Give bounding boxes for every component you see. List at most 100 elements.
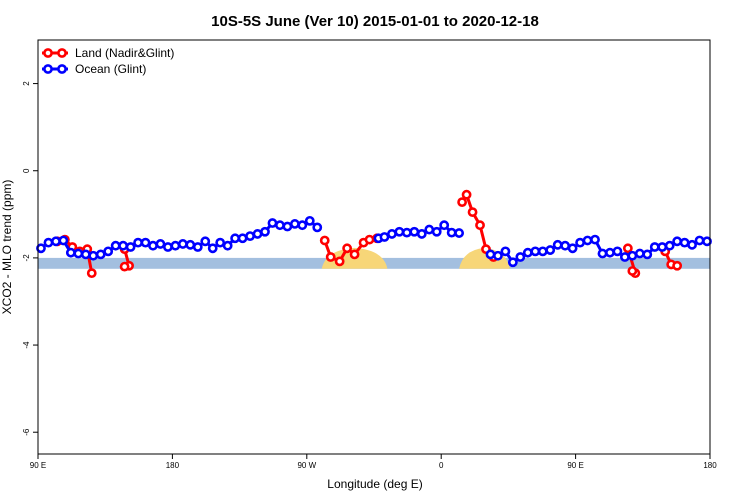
data-point — [416, 229, 427, 239]
data-point — [222, 240, 233, 251]
data-point — [672, 236, 683, 247]
y-axis-label: XCO2 - MLO trend (ppm) — [0, 180, 14, 315]
data-point — [446, 227, 457, 238]
y-tick-label: -4 — [22, 341, 31, 349]
data-point — [379, 232, 390, 242]
y-tick-label: -6 — [22, 428, 31, 436]
x-axis-label: Longitude (deg E) — [327, 477, 422, 491]
data-point — [424, 224, 435, 235]
x-axis: 90 E 180 90 W 0 90 E 180 — [30, 454, 717, 470]
x-tick-label: 90 W — [297, 461, 316, 470]
data-point — [642, 249, 653, 260]
data-point — [65, 247, 76, 258]
data-point — [289, 219, 300, 229]
data-point — [80, 249, 91, 260]
data-point — [230, 233, 241, 244]
data-point — [552, 239, 563, 250]
data-point — [475, 220, 485, 231]
data-point — [619, 252, 630, 262]
data-point — [349, 249, 360, 260]
data-point — [118, 240, 129, 251]
data-point — [140, 237, 151, 248]
data-point — [207, 243, 218, 254]
y-tick-label: -2 — [22, 254, 31, 262]
data-point — [155, 239, 166, 249]
data-point — [537, 246, 548, 257]
x-tick-label: 0 — [439, 461, 444, 470]
data-point — [364, 234, 375, 245]
data-point — [622, 243, 633, 254]
series-1 — [36, 215, 712, 268]
data-point — [334, 256, 345, 267]
data-point — [664, 240, 675, 251]
data-point — [500, 246, 511, 257]
data-point — [119, 261, 130, 272]
data-point — [312, 222, 323, 233]
data-point — [51, 236, 61, 247]
legend-marker — [43, 64, 53, 74]
legend-label: Ocean (Glint) — [75, 62, 146, 76]
data-point — [590, 234, 600, 245]
data-point — [461, 189, 472, 200]
data-point — [672, 260, 683, 271]
data-point — [177, 239, 188, 249]
data-point — [467, 207, 478, 218]
data-point — [605, 247, 615, 258]
data-point — [260, 226, 270, 237]
data-point — [649, 242, 660, 252]
legend: Land (Nadir&Glint) Ocean (Glint) — [42, 46, 174, 76]
data-point — [185, 239, 196, 250]
data-point — [95, 249, 106, 260]
x-tick-label: 90 E — [30, 461, 46, 470]
data-point — [439, 220, 450, 231]
y-tick-label: 2 — [22, 81, 31, 86]
data-point — [88, 250, 99, 261]
series-layer — [36, 189, 712, 279]
plot-frame — [37, 39, 711, 455]
data-point — [694, 235, 705, 246]
data-point — [582, 235, 593, 246]
x-tick-label: 180 — [166, 461, 180, 470]
data-point — [282, 221, 293, 232]
legend-label: Land (Nadir&Glint) — [75, 46, 174, 60]
data-point — [409, 226, 420, 237]
data-point — [237, 233, 248, 244]
chart-title: 10S-5S June (Ver 10) 2015-01-01 to 2020-… — [211, 13, 539, 30]
data-point — [200, 236, 211, 247]
data-point — [43, 237, 54, 248]
data-point — [325, 252, 336, 262]
data-point — [545, 245, 556, 255]
legend-marker — [57, 64, 67, 74]
data-point — [515, 252, 526, 262]
legend-marker — [43, 48, 53, 58]
data-point — [110, 240, 121, 251]
data-point — [575, 237, 585, 248]
data-point — [215, 237, 226, 248]
data-point — [627, 250, 638, 261]
data-point — [319, 235, 330, 246]
data-point — [103, 246, 114, 257]
data-point — [457, 197, 468, 208]
data-point — [627, 266, 638, 276]
data-point — [170, 240, 181, 251]
y-tick-label: 0 — [22, 168, 31, 173]
data-point — [493, 250, 503, 261]
data-point — [297, 220, 308, 231]
data-point — [133, 237, 143, 248]
data-point — [522, 247, 533, 258]
x-tick-label: 90 E — [567, 461, 583, 470]
data-point — [454, 228, 465, 238]
data-point — [163, 242, 173, 252]
data-point — [125, 242, 136, 252]
data-point — [702, 236, 712, 247]
data-point — [148, 240, 158, 251]
data-point — [431, 226, 442, 237]
legend-marker — [57, 48, 67, 58]
data-point — [387, 229, 397, 239]
data-point — [394, 226, 405, 237]
data-point — [342, 243, 353, 254]
data-point — [612, 246, 623, 257]
data-point — [58, 235, 69, 246]
